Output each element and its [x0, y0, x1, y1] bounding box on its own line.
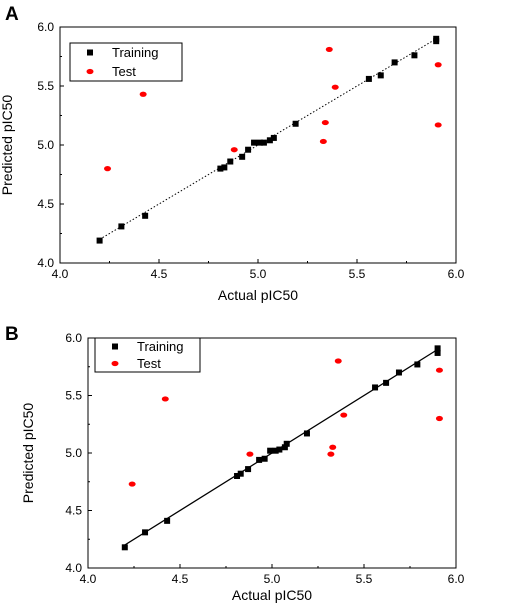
legend: Training Test	[69, 42, 183, 82]
legend-label: Test	[137, 356, 161, 371]
point-training	[217, 165, 224, 172]
point-training	[227, 158, 234, 165]
y-tick-label: 4.0	[37, 256, 54, 270]
y-tick-label: 5.0	[65, 446, 82, 460]
fit-line	[99, 38, 437, 240]
point-training	[383, 379, 390, 386]
y-tick-label: 5.5	[37, 79, 54, 93]
x-tick-label: 4.0	[52, 267, 69, 281]
point-test	[128, 481, 136, 487]
point-training	[270, 134, 277, 141]
legend-marker-training	[112, 343, 118, 350]
point-test	[331, 84, 339, 90]
point-training	[434, 349, 441, 356]
point-training	[256, 139, 263, 146]
point-training	[365, 75, 372, 82]
x-axis-label: Actual pIC50	[218, 287, 298, 303]
point-test	[435, 367, 443, 373]
y-tick-label: 5.5	[65, 389, 82, 403]
y-tick-label: 5.0	[37, 138, 54, 152]
point-training	[237, 470, 244, 477]
x-tick-label: 5.5	[349, 267, 366, 281]
x-tick-label: 5.5	[356, 572, 373, 586]
point-training	[283, 440, 290, 447]
y-tick-label: 4.5	[65, 504, 82, 518]
legend-marker-training	[87, 49, 93, 56]
point-test	[161, 396, 169, 402]
y-tick-label: 4.0	[65, 561, 82, 575]
x-tick-label: 6.0	[448, 572, 465, 586]
legend-marker-test	[111, 360, 119, 367]
point-test	[319, 138, 327, 145]
point-training	[303, 430, 310, 437]
panel-letter: B	[5, 324, 19, 345]
point-training	[281, 444, 288, 451]
point-training	[433, 35, 440, 42]
point-test	[327, 451, 335, 457]
legend-label: Training	[112, 45, 158, 60]
x-tick-label: 5.0	[250, 267, 267, 281]
y-tick-label: 4.5	[37, 197, 54, 211]
y-axis-label: Predicted pIC50	[0, 95, 15, 196]
point-test	[321, 119, 329, 126]
point-training	[272, 447, 279, 454]
legend-marker-test	[86, 68, 94, 75]
point-training	[434, 345, 441, 352]
point-test	[246, 451, 254, 457]
point-training	[245, 466, 252, 473]
y-tick-label: 6.0	[65, 331, 82, 345]
point-test	[435, 415, 443, 422]
point-test	[434, 62, 442, 68]
legend-box	[69, 42, 183, 82]
x-tick-label: 5.0	[264, 572, 281, 586]
x-tick-label: 6.0	[448, 267, 465, 281]
chart-panel-b: B 4.0 4.5 5.0 5.5 6.0 4.0 4.5 5.0 5.5 6.0 Actual pI…	[5, 324, 465, 603]
point-training	[260, 139, 267, 146]
point-training	[121, 544, 128, 551]
point-training	[292, 120, 299, 127]
chart-panel-a: A 4.0 4.5 5.0 5.5 6.0 4.0 4.5 5.0 5.5 6.0 Actual pI…	[0, 4, 465, 303]
point-training	[256, 456, 263, 463]
point-training	[267, 447, 274, 454]
panel-letter: A	[5, 4, 19, 25]
point-training	[411, 52, 418, 59]
x-tick-label: 4.0	[80, 572, 97, 586]
point-training	[372, 384, 379, 391]
point-test	[325, 46, 333, 53]
x-axis-label: Actual pIC50	[232, 587, 312, 603]
point-test	[340, 412, 348, 418]
y-axis-label: Predicted pIC50	[20, 403, 36, 504]
point-training	[234, 473, 241, 479]
point-training	[142, 529, 149, 536]
point-training	[377, 72, 384, 79]
point-training	[395, 369, 402, 376]
point-training	[251, 139, 258, 146]
point-training	[261, 455, 268, 462]
point-training	[96, 237, 103, 244]
point-training	[239, 153, 246, 160]
point-training	[245, 146, 252, 153]
point-training	[414, 361, 421, 368]
legend-label: Test	[112, 64, 136, 79]
x-tick-label: 4.5	[151, 267, 168, 281]
point-training	[221, 164, 228, 171]
point-test	[104, 166, 112, 172]
point-training	[276, 446, 283, 453]
point-test	[334, 358, 342, 364]
point-training	[164, 517, 171, 524]
point-training	[118, 223, 125, 230]
x-tick-label: 4.5	[172, 572, 189, 586]
point-test	[139, 91, 147, 97]
point-test	[329, 444, 337, 450]
point-training	[142, 212, 149, 219]
legend: Training Test	[94, 337, 201, 373]
point-test	[434, 122, 442, 128]
legend-label: Training	[137, 339, 183, 354]
point-test	[230, 147, 238, 153]
point-training	[266, 137, 273, 144]
y-tick-label: 6.0	[37, 20, 54, 34]
point-training	[391, 59, 398, 66]
